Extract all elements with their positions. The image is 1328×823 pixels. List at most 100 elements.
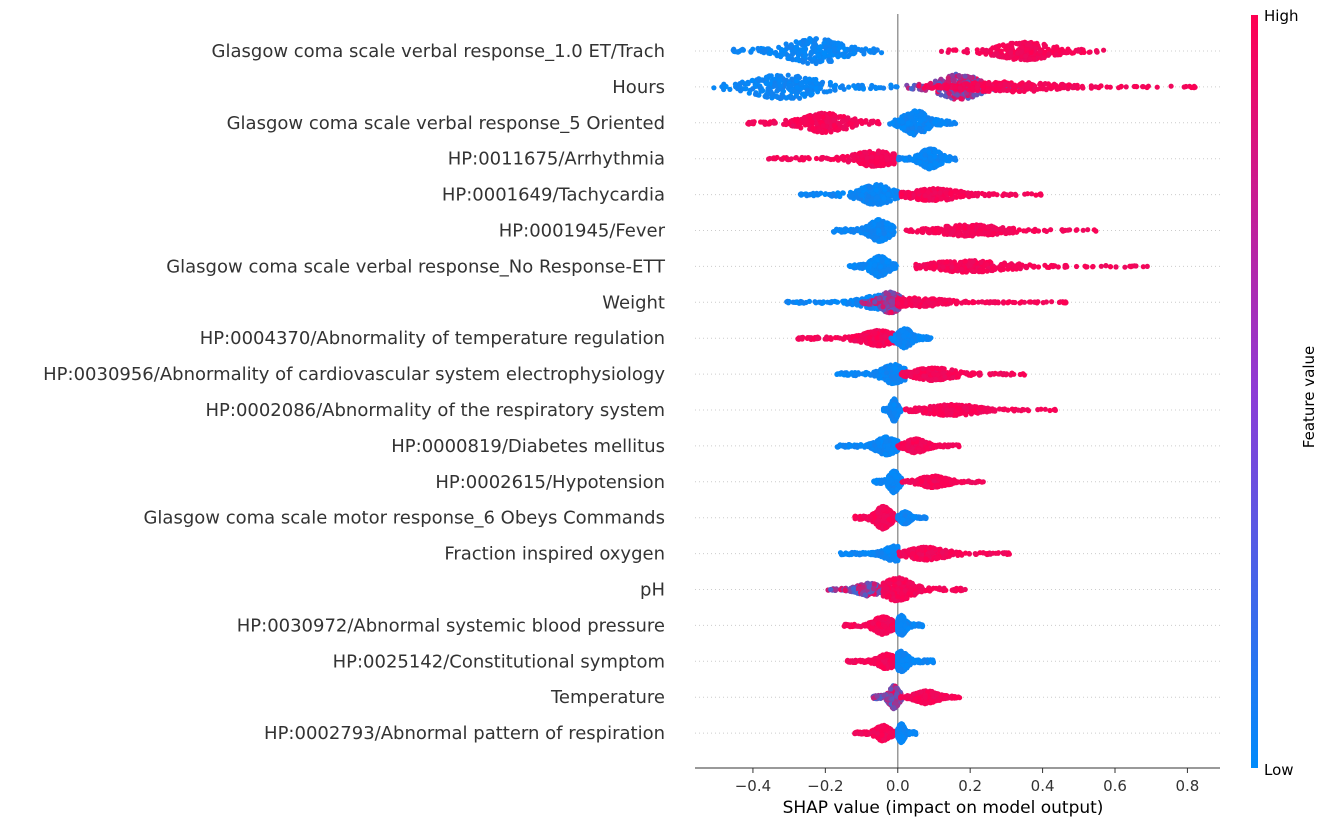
shap-point	[865, 193, 872, 199]
shap-point	[915, 196, 921, 202]
shap-point	[830, 156, 837, 162]
shap-point	[881, 85, 887, 91]
shap-point	[711, 85, 717, 91]
shap-point	[756, 48, 762, 54]
shap-point	[980, 84, 986, 90]
shap-point	[917, 304, 923, 310]
shap-point	[954, 92, 961, 98]
shap-point	[859, 153, 865, 159]
shap-point	[1031, 263, 1037, 269]
shap-point	[949, 264, 955, 270]
shap-point	[789, 51, 796, 58]
shap-point	[771, 120, 777, 126]
feature-row-dots	[846, 253, 1150, 280]
shap-point	[873, 270, 879, 276]
shap-point	[970, 258, 976, 265]
shap-point	[788, 156, 794, 162]
shap-point	[979, 299, 985, 305]
shap-point	[922, 152, 928, 158]
shap-point	[1011, 84, 1017, 90]
shap-point	[831, 122, 837, 129]
shap-point	[922, 193, 928, 199]
shap-point	[822, 191, 828, 197]
shap-point	[1022, 191, 1028, 197]
shap-point	[1001, 87, 1007, 93]
shap-point	[826, 53, 832, 59]
shap-point	[1048, 83, 1054, 89]
feature-row-dots	[830, 217, 1099, 244]
shap-point	[817, 85, 824, 91]
feature-row-dots	[795, 326, 934, 351]
shap-point	[998, 48, 1004, 54]
shap-point	[962, 73, 968, 79]
shap-point	[962, 258, 968, 264]
shap-point	[1042, 81, 1048, 87]
shap-point	[1016, 40, 1022, 47]
shap-point	[964, 50, 970, 56]
shap-point	[990, 230, 997, 237]
shap-point	[797, 191, 804, 197]
shap-point	[899, 119, 906, 125]
shap-point	[793, 155, 799, 161]
shap-point	[719, 84, 725, 90]
shap-point	[876, 121, 882, 127]
shap-point	[1144, 84, 1150, 91]
feature-row-dots	[745, 108, 959, 138]
shap-point	[795, 73, 801, 79]
shap-point	[757, 84, 763, 90]
shap-point	[794, 84, 800, 90]
shap-point	[885, 161, 891, 167]
shap-point	[1006, 262, 1012, 268]
shap-point	[854, 299, 860, 305]
shap-point	[964, 81, 970, 87]
shap-point	[796, 122, 803, 128]
shap-point	[945, 75, 951, 81]
shap-point	[893, 84, 899, 90]
shap-point	[811, 39, 818, 46]
shap-point	[1168, 83, 1174, 89]
shap-point	[942, 297, 948, 303]
shap-point	[979, 190, 985, 197]
shap-point	[1094, 49, 1100, 55]
shap-point	[802, 53, 808, 60]
shap-point	[918, 111, 925, 117]
shap-point	[783, 95, 789, 101]
shap-point	[938, 85, 944, 91]
shap-point	[824, 334, 830, 340]
shap-point	[899, 114, 905, 120]
shap-point	[1050, 263, 1056, 269]
shap-point	[874, 335, 880, 341]
shap-point	[839, 155, 845, 161]
shap-point	[852, 151, 858, 157]
shap-point	[952, 155, 958, 161]
shap-point	[1123, 84, 1129, 90]
shap-point	[1034, 86, 1040, 92]
shap-point	[818, 44, 824, 51]
shap-point	[1103, 263, 1109, 269]
shap-point	[1027, 262, 1033, 268]
shap-point	[1001, 262, 1007, 268]
shap-point	[896, 154, 902, 160]
shap-point	[763, 80, 769, 87]
shap-point	[1018, 49, 1024, 55]
shap-point	[837, 193, 843, 200]
shap-point	[794, 57, 800, 63]
shap-point	[902, 157, 909, 163]
shap-point	[926, 122, 932, 128]
shap-point	[853, 226, 859, 233]
shap-point	[1065, 227, 1071, 233]
shap-point	[806, 298, 813, 304]
shap-point	[821, 50, 828, 56]
shap-point	[866, 121, 872, 127]
row-guides	[695, 50, 1220, 734]
shap-point	[1133, 263, 1139, 269]
shap-point	[866, 224, 872, 230]
feature-row-dots	[730, 36, 1107, 67]
shap-point	[826, 57, 832, 63]
shap-point	[1053, 46, 1059, 52]
shap-point	[859, 333, 865, 339]
shap-point	[1024, 42, 1030, 48]
shap-point	[932, 161, 938, 167]
shap-point	[983, 47, 989, 54]
shap-point	[969, 224, 975, 230]
